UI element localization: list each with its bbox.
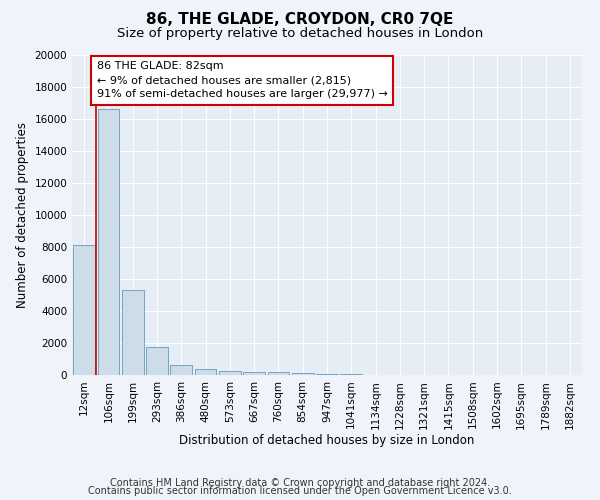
Bar <box>170 364 192 375</box>
Text: 86 THE GLADE: 82sqm
← 9% of detached houses are smaller (2,815)
91% of semi-deta: 86 THE GLADE: 82sqm ← 9% of detached hou… <box>97 62 388 100</box>
Bar <box>194 370 217 375</box>
Text: Contains HM Land Registry data © Crown copyright and database right 2024.: Contains HM Land Registry data © Crown c… <box>110 478 490 488</box>
Text: Contains public sector information licensed under the Open Government Licence v3: Contains public sector information licen… <box>88 486 512 496</box>
Bar <box>340 374 362 375</box>
Bar <box>146 347 168 375</box>
Text: Size of property relative to detached houses in London: Size of property relative to detached ho… <box>117 28 483 40</box>
Bar <box>292 374 314 375</box>
Text: 86, THE GLADE, CROYDON, CR0 7QE: 86, THE GLADE, CROYDON, CR0 7QE <box>146 12 454 28</box>
Bar <box>122 290 143 375</box>
Bar <box>73 246 95 375</box>
X-axis label: Distribution of detached houses by size in London: Distribution of detached houses by size … <box>179 434 475 447</box>
Bar <box>243 372 265 375</box>
Bar <box>268 372 289 375</box>
Bar <box>219 370 241 375</box>
Y-axis label: Number of detached properties: Number of detached properties <box>16 122 29 308</box>
Bar <box>316 374 338 375</box>
Bar <box>97 110 119 375</box>
